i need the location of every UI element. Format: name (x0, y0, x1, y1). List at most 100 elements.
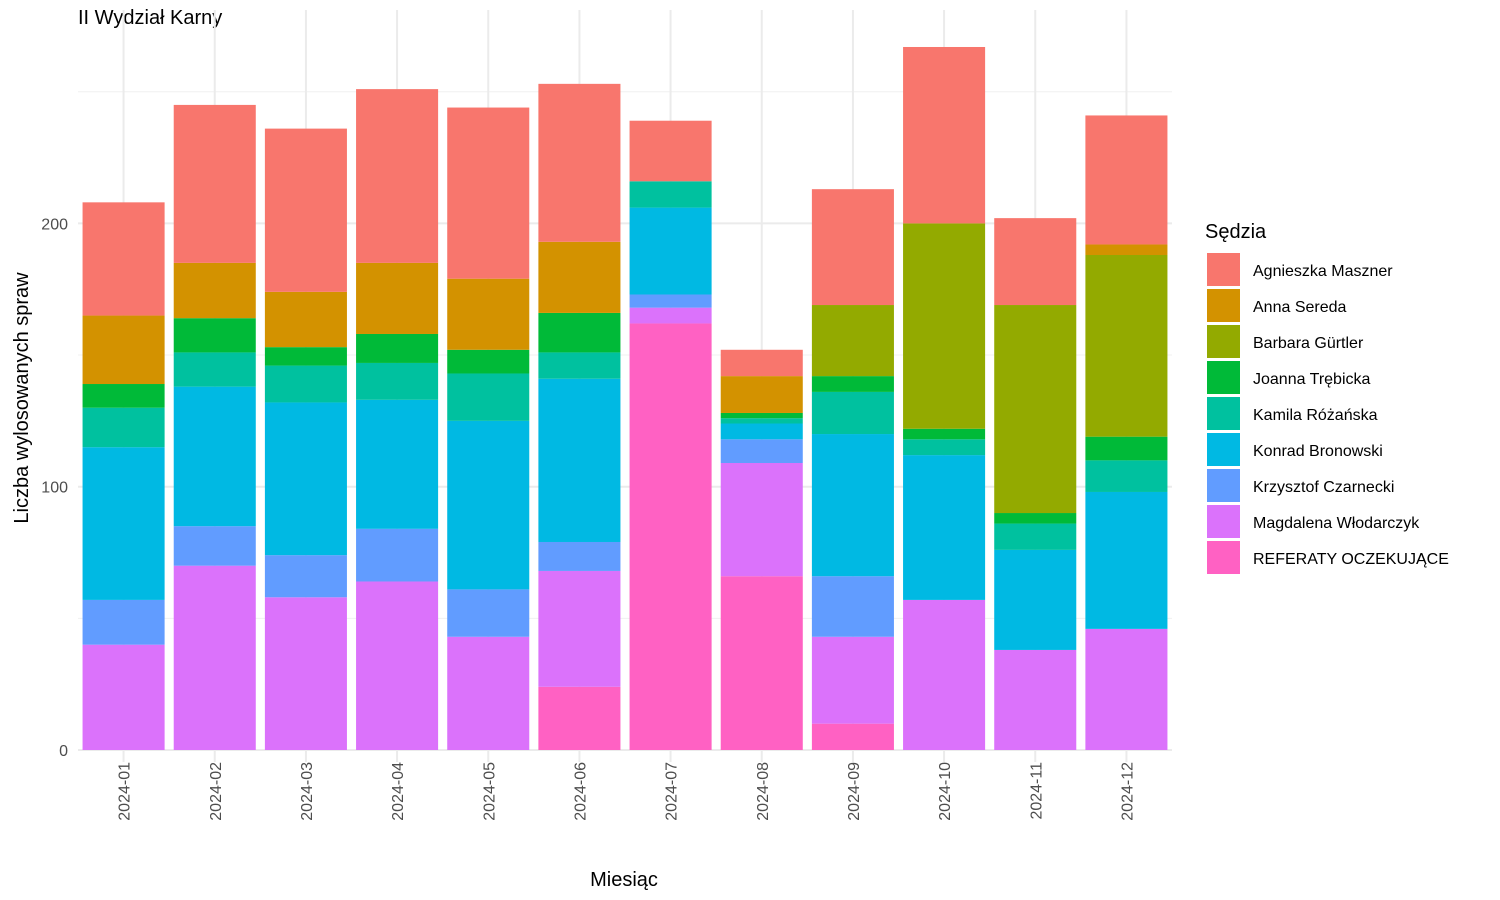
legend-swatch-kamila-r-a-ska (1207, 397, 1240, 430)
bar-segment-joanna-tr-bicka-2024-04 (356, 333, 439, 363)
bar-segment-konrad-bronowski-2024-11 (994, 549, 1077, 650)
bar-segment-agnieszka-maszner-2024-09 (811, 189, 894, 306)
legend-label-barbara-g-rtler: Barbara Gürtler (1253, 335, 1364, 352)
bar-segment-magdalena-w-odarczyk-2024-05 (447, 636, 530, 750)
bar-segment-krzysztof-czarnecki-2024-01 (82, 599, 165, 645)
x-tick-label: 2024-11 (1028, 762, 1045, 820)
bar-segment-magdalena-w-odarczyk-2024-02 (173, 565, 256, 750)
bar-segment-krzysztof-czarnecki-2024-03 (264, 555, 347, 598)
legend-swatch-krzysztof-czarnecki (1207, 469, 1240, 502)
legend-swatch-anna-sereda (1207, 289, 1240, 322)
bar-segment-kamila-r-a-ska-2024-05 (447, 373, 530, 421)
bar-segment-konrad-bronowski-2024-12 (1085, 491, 1168, 629)
bar-segment-joanna-tr-bicka-2024-12 (1085, 436, 1168, 461)
x-tick-label: 2024-09 (846, 762, 863, 821)
axis-layer: 0 100 200 2024-01 2024-02 2024-03 2024-04 2024-… (41, 216, 1136, 820)
bar-segment-magdalena-w-odarczyk-2024-04 (356, 581, 439, 750)
bar-segment-barbara-g-rtler-2024-09 (811, 305, 894, 377)
bar-segment-joanna-tr-bicka-2024-05 (447, 349, 530, 374)
bar-segment-konrad-bronowski-2024-05 (447, 420, 530, 590)
bar-segment-anna-sereda-2024-02 (173, 262, 256, 319)
bar-segment-kamila-r-a-ska-2024-04 (356, 362, 439, 400)
bar-segment-barbara-g-rtler-2024-10 (903, 223, 986, 429)
bar-segment-kamila-r-a-ska-2024-06 (538, 352, 621, 379)
bar-segment-agnieszka-maszner-2024-01 (82, 202, 165, 316)
bar-segment-magdalena-w-odarczyk-2024-11 (994, 649, 1077, 750)
bar-segment-kamila-r-a-ska-2024-09 (811, 391, 894, 435)
bar-segment-joanna-tr-bicka-2024-09 (811, 376, 894, 392)
bar-segment-magdalena-w-odarczyk-2024-12 (1085, 628, 1168, 750)
legend-label-magdalena-w-odarczyk: Magdalena Włodarczyk (1253, 515, 1420, 532)
bar-segment-referaty-oczekuj-ce-2024-06 (538, 686, 621, 750)
bar-segment-magdalena-w-odarczyk-2024-01 (82, 644, 165, 750)
bars-layer (82, 46, 1168, 750)
bar-segment-krzysztof-czarnecki-2024-02 (173, 526, 256, 566)
x-tick-label: 2024-04 (390, 762, 407, 821)
x-tick-label: 2024-07 (664, 762, 681, 821)
bar-segment-agnieszka-maszner-2024-11 (994, 218, 1077, 306)
bar-segment-joanna-tr-bicka-2024-08 (720, 412, 803, 419)
bar-segment-joanna-tr-bicka-2024-10 (903, 428, 986, 440)
bar-segment-krzysztof-czarnecki-2024-06 (538, 541, 621, 571)
legend-label-konrad-bronowski: Konrad Bronowski (1253, 443, 1383, 460)
x-tick-label: 2024-08 (755, 762, 772, 821)
legend-swatch-magdalena-w-odarczyk (1207, 505, 1240, 538)
bar-segment-kamila-r-a-ska-2024-08 (720, 418, 803, 424)
bar-segment-konrad-bronowski-2024-01 (82, 447, 165, 600)
bar-segment-agnieszka-maszner-2024-10 (903, 46, 986, 224)
x-tick-label: 2024-03 (299, 762, 316, 821)
legend-label-kamila-r-a-ska: Kamila Różańska (1253, 407, 1378, 424)
bar-segment-konrad-bronowski-2024-10 (903, 455, 986, 600)
bar-segment-barbara-g-rtler-2024-12 (1085, 254, 1168, 437)
bar-segment-kamila-r-a-ska-2024-03 (264, 365, 347, 403)
x-tick-label: 2024-02 (208, 762, 225, 821)
bar-segment-krzysztof-czarnecki-2024-08 (720, 439, 803, 464)
bar-segment-magdalena-w-odarczyk-2024-07 (629, 307, 712, 324)
y-tick-label: 100 (41, 480, 68, 497)
bar-segment-kamila-r-a-ska-2024-10 (903, 439, 986, 456)
y-tick-label: 0 (59, 743, 68, 760)
bar-segment-referaty-oczekuj-ce-2024-07 (629, 323, 712, 750)
bar-segment-kamila-r-a-ska-2024-11 (994, 523, 1077, 550)
bar-segment-konrad-bronowski-2024-07 (629, 207, 712, 295)
x-tick-label: 2024-06 (572, 762, 589, 821)
bar-segment-kamila-r-a-ska-2024-01 (82, 407, 165, 448)
bar-segment-kamila-r-a-ska-2024-12 (1085, 460, 1168, 492)
bar-segment-konrad-bronowski-2024-03 (264, 402, 347, 556)
legend-label-anna-sereda: Anna Sereda (1253, 299, 1347, 316)
bar-segment-konrad-bronowski-2024-06 (538, 378, 621, 542)
bar-segment-joanna-tr-bicka-2024-11 (994, 513, 1077, 524)
bar-segment-anna-sereda-2024-03 (264, 291, 347, 348)
legend-swatch-barbara-g-rtler (1207, 325, 1240, 358)
legend: Sędzia Agnieszka Maszner Anna Sereda Barba… (1205, 221, 1449, 574)
bar-segment-joanna-tr-bicka-2024-01 (82, 384, 165, 408)
bar-segment-magdalena-w-odarczyk-2024-03 (264, 597, 347, 750)
bar-segment-joanna-tr-bicka-2024-03 (264, 347, 347, 366)
bar-segment-anna-sereda-2024-12 (1085, 244, 1168, 255)
bar-segment-agnieszka-maszner-2024-04 (356, 89, 439, 263)
legend-label-referaty-oczekuj-ce: REFERATY OCZEKUJĄCE (1253, 551, 1449, 568)
bar-segment-agnieszka-maszner-2024-12 (1085, 115, 1168, 245)
bar-segment-magdalena-w-odarczyk-2024-09 (811, 636, 894, 724)
bar-segment-referaty-oczekuj-ce-2024-09 (811, 723, 894, 750)
x-axis-title: Miesiąc (590, 869, 658, 891)
bar-segment-referaty-oczekuj-ce-2024-08 (720, 576, 803, 750)
bar-segment-agnieszka-maszner-2024-05 (447, 107, 530, 279)
bar-segment-joanna-tr-bicka-2024-02 (173, 318, 256, 353)
bar-segment-agnieszka-maszner-2024-03 (264, 128, 347, 292)
bar-segment-anna-sereda-2024-06 (538, 241, 621, 313)
x-tick-label: 2024-12 (1119, 762, 1136, 821)
bar-segment-barbara-g-rtler-2024-11 (994, 305, 1077, 514)
bar-segment-joanna-tr-bicka-2024-06 (538, 312, 621, 353)
legend-label-agnieszka-maszner: Agnieszka Maszner (1253, 263, 1393, 280)
bar-segment-kamila-r-a-ska-2024-07 (629, 181, 712, 208)
x-tick-label: 2024-01 (117, 762, 134, 821)
legend-swatch-joanna-tr-bicka (1207, 361, 1240, 394)
bar-segment-konrad-bronowski-2024-09 (811, 434, 894, 577)
y-axis-title: Liczba wylosowanych spraw (11, 272, 33, 524)
bar-segment-krzysztof-czarnecki-2024-04 (356, 528, 439, 582)
bar-segment-krzysztof-czarnecki-2024-05 (447, 589, 530, 637)
x-tick-label: 2024-05 (481, 762, 498, 821)
legend-swatch-referaty-oczekuj-ce (1207, 541, 1240, 574)
